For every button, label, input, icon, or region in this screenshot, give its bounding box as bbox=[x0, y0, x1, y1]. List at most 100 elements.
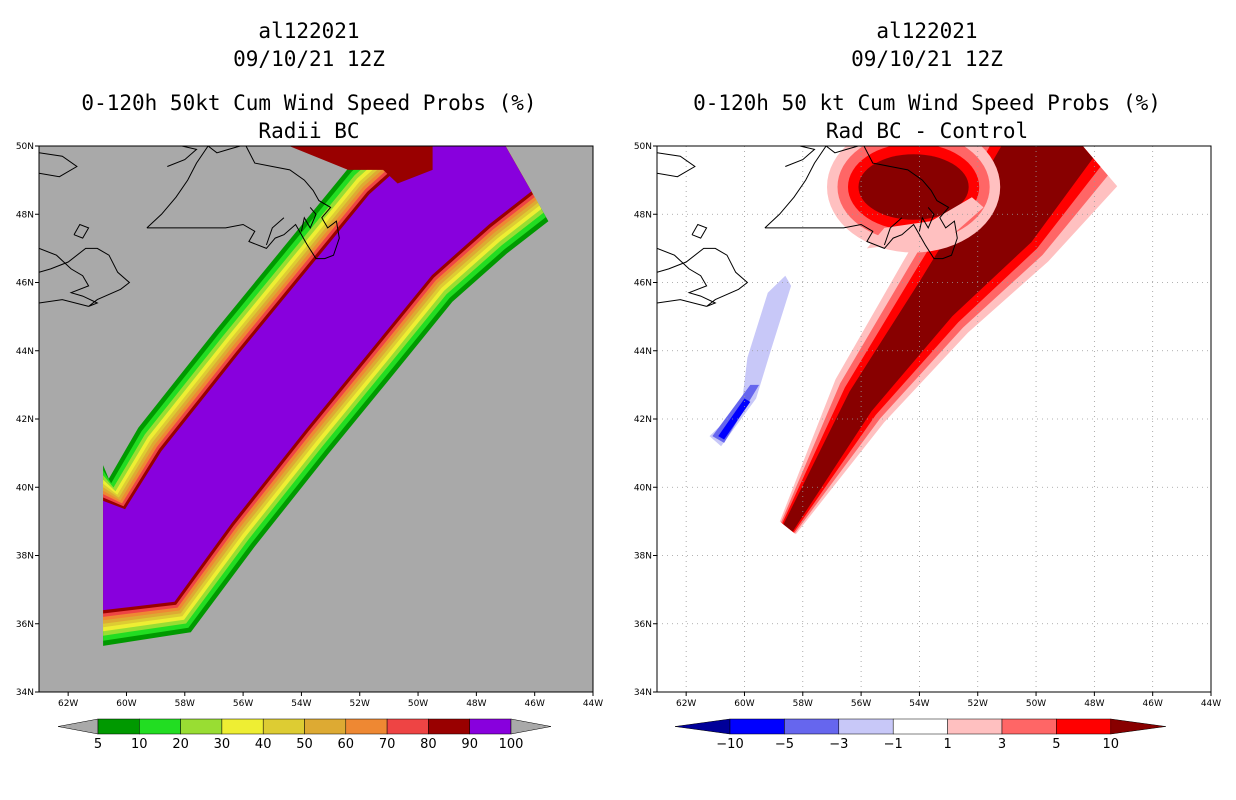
x-tick-label: 60W bbox=[734, 699, 754, 709]
coastline-segment bbox=[265, 217, 285, 246]
contour-cap-90 bbox=[289, 146, 433, 184]
date-right: 09/10/21 12Z bbox=[851, 47, 1003, 71]
x-tick-label: 44W bbox=[1201, 699, 1221, 709]
colorbar-label: 5 bbox=[1052, 737, 1060, 752]
colorbar-swatch bbox=[139, 718, 181, 735]
positive-contour-10 bbox=[783, 146, 1093, 532]
colorbar-swatch bbox=[469, 718, 512, 735]
x-tick-label: 46W bbox=[1143, 699, 1163, 709]
x-tick-label: 48W bbox=[1084, 699, 1104, 709]
colorbar-swatch bbox=[221, 718, 264, 735]
coastline-segment bbox=[167, 146, 198, 167]
y-tick-label: 36N bbox=[634, 620, 652, 630]
difference-layer bbox=[709, 146, 1118, 535]
date-left: 09/10/21 12Z bbox=[233, 47, 385, 71]
coastline-segment bbox=[39, 247, 131, 307]
coastline bbox=[657, 146, 958, 307]
x-tick-label: 62W bbox=[676, 699, 696, 709]
coastline-segment bbox=[785, 146, 816, 167]
y-tick-label: 46N bbox=[634, 279, 652, 289]
colorbar-label: 10 bbox=[1103, 737, 1120, 752]
storm-id-left: al122021 bbox=[258, 19, 360, 43]
negative-contour-minus5 bbox=[718, 398, 751, 440]
colorbar-label: 50 bbox=[296, 737, 313, 752]
y-tick-label: 40N bbox=[634, 483, 652, 493]
y-tick-label: 48N bbox=[634, 210, 652, 220]
colorbar-label: 90 bbox=[461, 737, 478, 752]
colorbar-swatch bbox=[428, 718, 470, 735]
colorbar-label: 20 bbox=[172, 737, 189, 752]
coastline-segment bbox=[39, 299, 89, 307]
coastline-segment bbox=[764, 146, 827, 229]
x-tick-label: 56W bbox=[851, 699, 871, 709]
y-tick-label: 46N bbox=[16, 279, 34, 289]
x-tick-label: 60W bbox=[116, 699, 136, 709]
colorbar-swatch bbox=[180, 718, 223, 735]
swath-layer bbox=[39, 146, 549, 646]
map-left: 62W 60W 58W 56W 54W 52W 50W 48W 46W 44W 34N 36N 38N 4… bbox=[16, 142, 603, 752]
colorbar-swatch bbox=[892, 718, 948, 735]
y-tick-label: 38N bbox=[16, 552, 34, 562]
colorbar-label: 100 bbox=[499, 737, 524, 752]
colorbar-label: 1 bbox=[943, 737, 951, 752]
y-tick-label: 42N bbox=[16, 415, 34, 425]
colorbar-swatch bbox=[1001, 718, 1057, 735]
y-tick-label: 34N bbox=[634, 688, 652, 698]
grid-lines bbox=[657, 146, 1211, 692]
colorbar-label: 3 bbox=[998, 737, 1006, 752]
coastline-segment bbox=[764, 146, 958, 260]
coastline-segment bbox=[657, 247, 749, 307]
colorbar-swatch bbox=[304, 718, 347, 735]
contour-level-90 bbox=[103, 146, 532, 611]
colorbar-label: −1 bbox=[884, 737, 903, 752]
x-tick-label: 58W bbox=[175, 699, 195, 709]
colorbar-extend-high bbox=[510, 718, 552, 735]
negative-contour-minus1 bbox=[709, 275, 792, 447]
x-tick-label: 58W bbox=[793, 699, 813, 709]
y-tick-label: 36N bbox=[16, 620, 34, 630]
colorbar-swatch bbox=[784, 718, 840, 735]
x-tick-label: 46W bbox=[525, 699, 545, 709]
colorbar-swatch bbox=[345, 718, 388, 735]
coastline-segment bbox=[825, 146, 859, 154]
colorbar-swatch bbox=[262, 718, 305, 735]
y-tick-label: 40N bbox=[16, 483, 34, 493]
colorbar-swatch bbox=[1056, 718, 1112, 735]
chart-subtitle-right: Rad BC - Control bbox=[825, 119, 1029, 143]
coastline-segment bbox=[691, 223, 708, 239]
colorbar-label: 60 bbox=[338, 737, 355, 752]
coastline-segment bbox=[883, 217, 903, 246]
y-tick-label: 38N bbox=[634, 552, 652, 562]
x-tick-label: 52W bbox=[350, 699, 370, 709]
colorbar-swatch bbox=[97, 718, 140, 735]
colorbar-swatch bbox=[729, 718, 785, 735]
colorbar-label: 30 bbox=[214, 737, 231, 752]
chart-subtitle-left: Radii BC bbox=[258, 119, 360, 143]
colorbar-extend-low bbox=[674, 718, 731, 735]
x-tick-label: 50W bbox=[1026, 699, 1046, 709]
coastline-segment bbox=[657, 152, 696, 178]
x-tick-label: 62W bbox=[58, 699, 78, 709]
chart-title-right: 0-120h 50 kt Cum Wind Speed Probs (%) bbox=[693, 91, 1161, 115]
x-tick-label: 56W bbox=[233, 699, 253, 709]
x-tick-label: 48W bbox=[466, 699, 486, 709]
colorbar-label: 5 bbox=[94, 737, 102, 752]
colorbar-label: −3 bbox=[829, 737, 848, 752]
x-tick-label: 54W bbox=[909, 699, 929, 709]
colorbar-label: 10 bbox=[131, 737, 148, 752]
x-tick-label: 50W bbox=[408, 699, 428, 709]
colorbar-swatch bbox=[947, 718, 1003, 735]
colorbar: −10 −5 −3 −1 1 3 5 10 bbox=[674, 718, 1166, 752]
y-tick-label: 42N bbox=[634, 415, 652, 425]
x-tick-label: 54W bbox=[291, 699, 311, 709]
chart-title-left: 0-120h 50kt Cum Wind Speed Probs (%) bbox=[81, 91, 537, 115]
coastline-segment bbox=[300, 207, 317, 232]
panel-radii-bc: al122021 09/10/21 12Z 0-120h 50kt Cum Wi… bbox=[16, 19, 603, 752]
colorbar-swatch bbox=[386, 718, 429, 735]
y-tick-label: 44N bbox=[16, 347, 34, 357]
coastline-segment bbox=[73, 223, 90, 239]
colorbar-label: −10 bbox=[716, 737, 743, 752]
colorbar-label: 40 bbox=[255, 737, 272, 752]
y-tick-label: 50N bbox=[634, 142, 652, 152]
panel-rad-bc-minus-control: al122021 09/10/21 12Z 0-120h 50 kt Cum W… bbox=[618, 0, 1236, 800]
